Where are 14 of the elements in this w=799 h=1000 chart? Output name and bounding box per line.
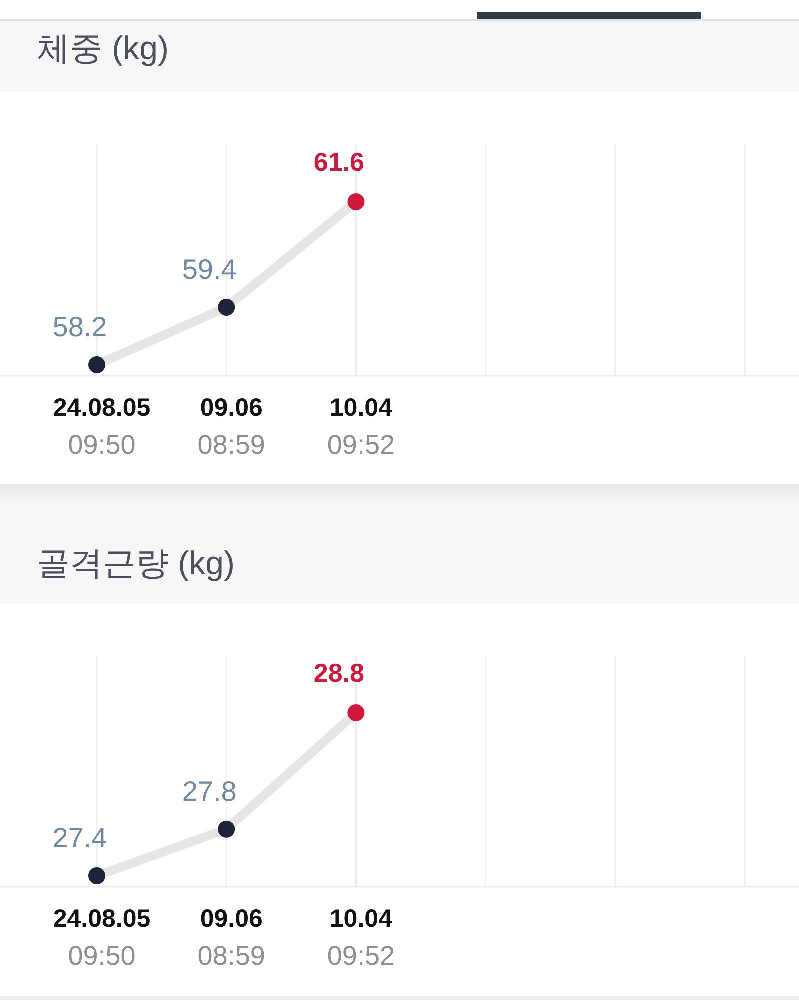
x-tick-label: 09.06 08:59 [198,394,266,460]
x-tick-label: 10.04 09:52 [327,905,395,971]
x-tick-label: 09.06 08:59 [198,905,266,971]
chart-title: 체중 (kg) [37,30,169,66]
data-label: 28.8 [314,658,365,688]
data-label: 59.4 [182,254,237,285]
data-label: 27.4 [52,822,108,854]
data-label: 61.6 [314,147,365,177]
x-tick-label: 24.08.05 09:50 [53,394,151,460]
x-tick-label: 24.08.05 09:50 [53,905,151,971]
data-label: 58.2 [52,312,108,342]
x-tick-label: 10.04 09:52 [327,394,395,460]
chart-title: 골격근량 (kg) [37,544,235,582]
data-label: 27.8 [182,776,237,807]
